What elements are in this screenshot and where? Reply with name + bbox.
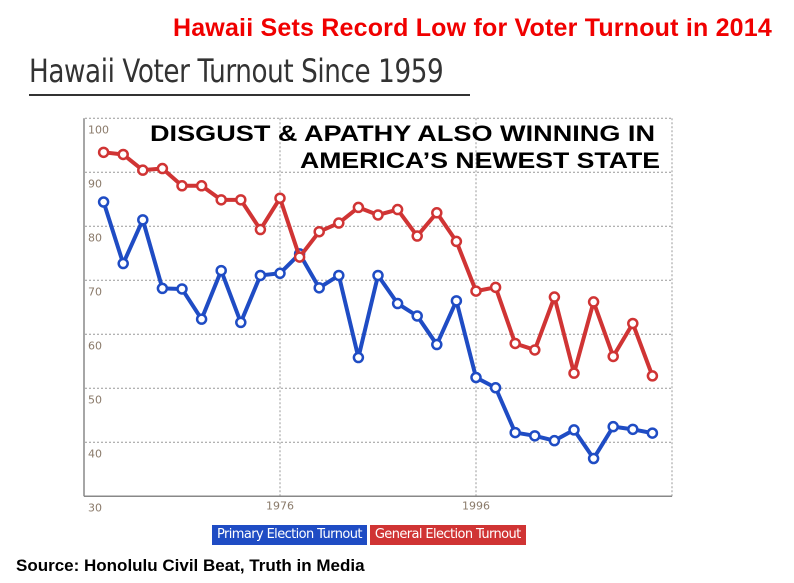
y-tick-label: 60 [88, 339, 102, 352]
data-point-primary [254, 269, 267, 282]
data-point-general [254, 223, 267, 236]
data-point-primary [195, 313, 208, 325]
data-point-general [431, 207, 443, 219]
x-tick-label: 1996 [462, 499, 490, 512]
data-point-general [489, 281, 502, 294]
data-point-general [391, 203, 404, 216]
data-point-primary [391, 297, 404, 310]
data-point-general [274, 192, 286, 204]
data-point-primary [646, 427, 659, 439]
data-point-primary [529, 430, 541, 442]
data-point-primary [156, 282, 169, 295]
data-point-general [587, 296, 600, 308]
y-tick-label: 40 [88, 447, 102, 460]
data-point-general [450, 235, 463, 248]
data-point-general [215, 194, 227, 206]
data-point-primary [489, 382, 502, 394]
data-point-primary [352, 351, 365, 364]
data-point-general [372, 209, 384, 221]
legend: Primary Election Turnout General Electio… [212, 525, 526, 545]
data-point-general [117, 148, 129, 161]
x-tick-label: 1976 [266, 499, 294, 512]
data-point-general [509, 337, 521, 350]
y-tick-label: 80 [88, 231, 102, 244]
data-point-primary [313, 282, 325, 294]
data-point-primary [372, 269, 384, 282]
data-point-primary [215, 264, 227, 277]
y-tick-label: 30 [88, 501, 102, 514]
data-point-general [156, 162, 169, 175]
chart-subtitle: Hawaii Voter Turnout Since 1959 [29, 52, 444, 90]
data-point-general [529, 344, 541, 356]
data-point-general [293, 251, 306, 263]
y-tick-label: 50 [88, 393, 102, 406]
data-point-general [470, 285, 482, 297]
data-point-general [137, 164, 149, 176]
data-point-primary [333, 269, 345, 282]
y-tick-label: 70 [88, 285, 102, 298]
data-point-primary [568, 424, 580, 436]
grid: 100 90 80 70 60 50 40 30 1976 1996 [83, 117, 673, 514]
data-point-primary [411, 310, 423, 322]
data-point-general [627, 317, 639, 330]
data-point-primary [431, 338, 443, 351]
data-point-primary [235, 316, 247, 329]
data-point-general [195, 180, 208, 192]
y-tick-label: 90 [88, 177, 102, 190]
data-point-general [313, 225, 325, 238]
legend-general[interactable]: General Election Turnout [369, 525, 526, 545]
annotation-line-2: AMERICA’S NEWEST STATE [300, 148, 660, 173]
data-point-general [646, 370, 659, 382]
data-point-primary [470, 371, 482, 384]
y-tick-label: 100 [88, 123, 109, 136]
data-point-primary [137, 214, 149, 226]
data-point-primary [176, 283, 188, 295]
data-point-general [176, 180, 188, 192]
data-point-primary [274, 267, 286, 280]
data-point-general [548, 291, 561, 303]
series-line-primary [101, 201, 653, 461]
data-point-primary [607, 420, 619, 433]
data-point-primary [117, 257, 129, 270]
data-point-primary [548, 434, 561, 447]
data-point-primary [587, 452, 600, 465]
data-point-general [352, 201, 365, 214]
data-point-primary [97, 196, 110, 208]
data-point-general [97, 146, 110, 159]
series-lines [97, 146, 659, 465]
data-point-general [333, 217, 345, 229]
legend-primary[interactable]: Primary Election Turnout [212, 525, 367, 545]
annotation-line-1: DISGUST & APATHY ALSO WINNING IN [150, 121, 655, 146]
data-point-general [411, 230, 423, 242]
title-divider [29, 94, 470, 96]
data-point-primary [450, 295, 463, 307]
data-point-general [568, 367, 580, 379]
headline: Hawaii Sets Record Low for Voter Turnout… [172, 14, 772, 42]
data-point-primary [509, 426, 521, 439]
source-credit: Source: Honolulu Civil Beat, Truth in Me… [16, 556, 365, 575]
data-point-general [607, 350, 619, 363]
data-point-primary [627, 423, 639, 436]
data-point-general [235, 194, 247, 206]
